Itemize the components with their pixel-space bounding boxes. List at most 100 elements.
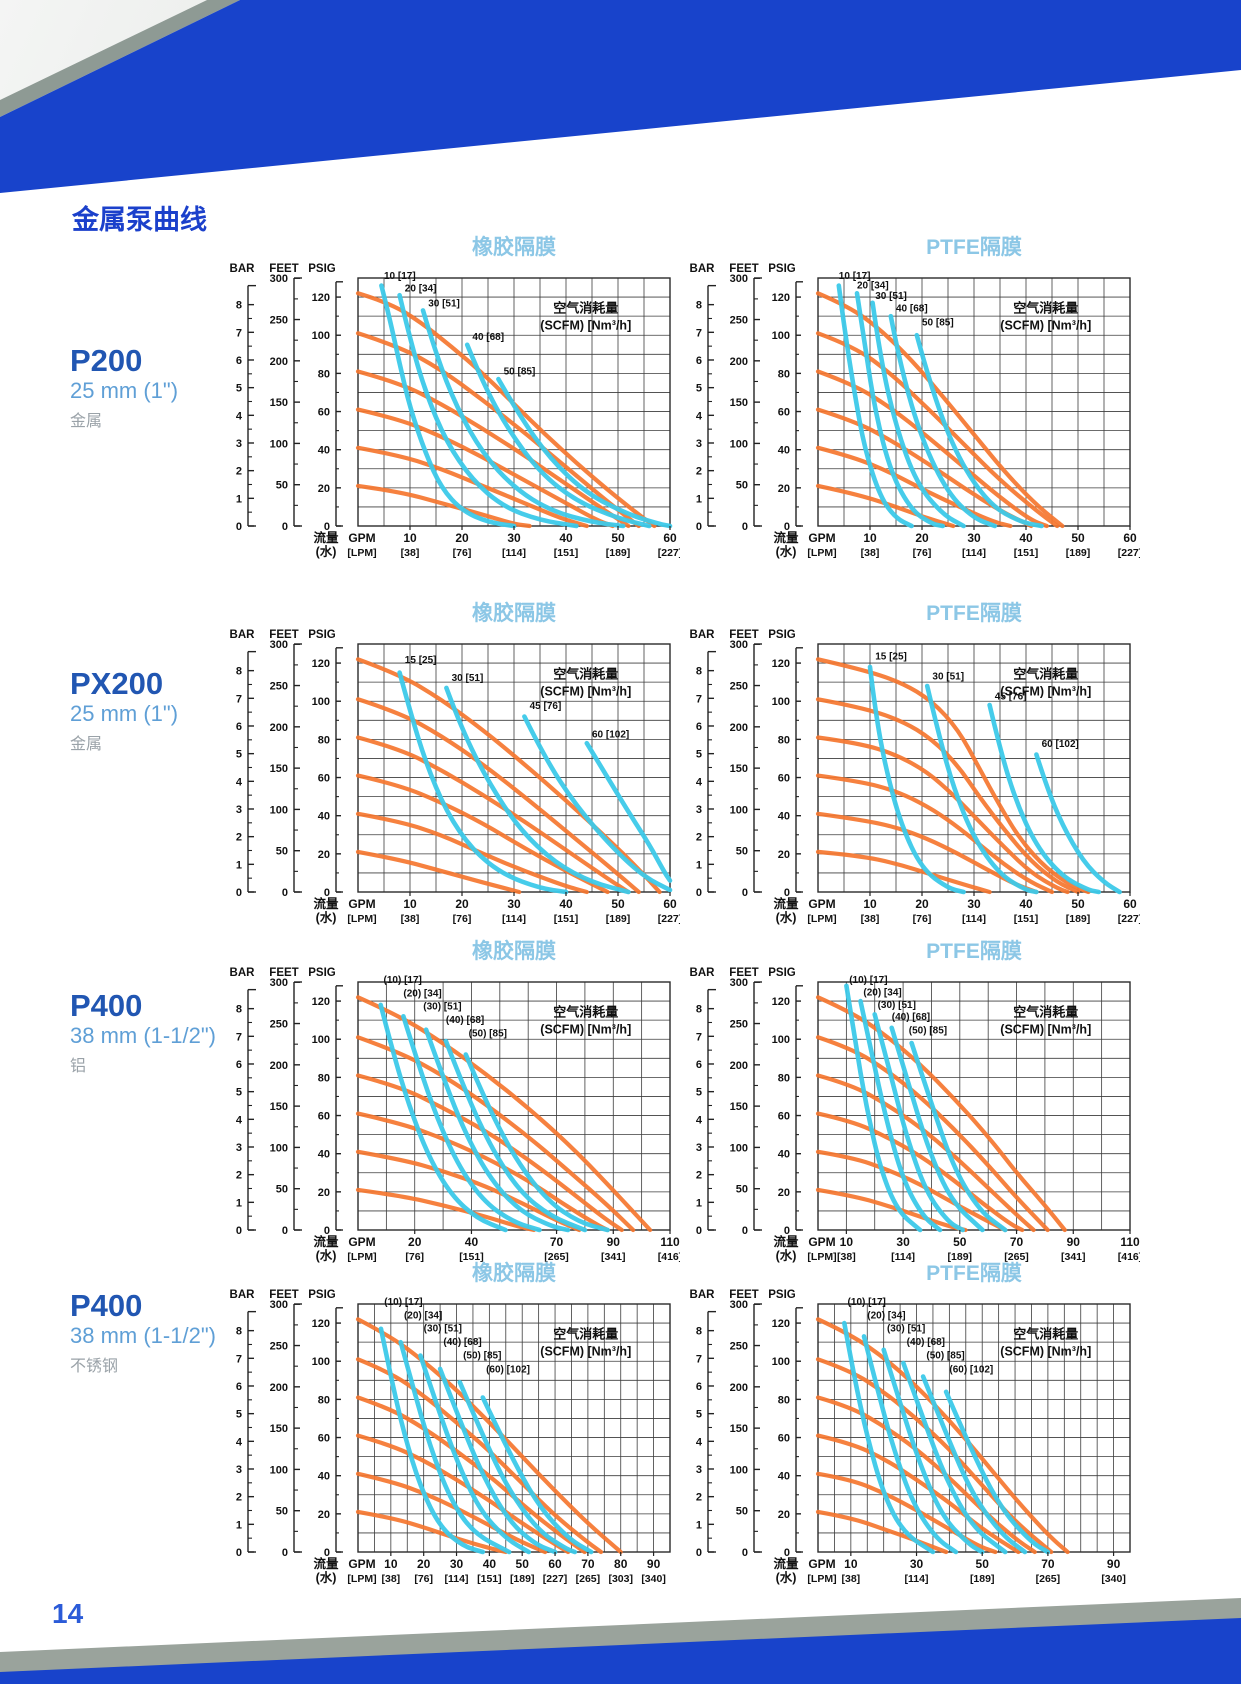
curve-label: (10) [17] xyxy=(384,975,422,986)
curve-label: 30 [51] xyxy=(452,673,484,684)
bar-tick-label: 1 xyxy=(236,1519,242,1531)
x-tick-gpm: 90 xyxy=(647,1557,661,1571)
feet-tick-label: 150 xyxy=(730,1423,748,1435)
pressure-curve xyxy=(355,773,610,895)
bar-tick-label: 7 xyxy=(236,1353,242,1365)
lpm-label: [LPM] xyxy=(347,1251,376,1263)
air-curve xyxy=(464,342,652,529)
x-tick-lpm: [416] xyxy=(1118,1251,1140,1263)
air-curve xyxy=(881,1347,985,1555)
bar-tick-label: 4 xyxy=(696,776,703,788)
feet-axis-title: FEET xyxy=(269,967,298,979)
curve-label: (10) [17] xyxy=(848,1297,886,1308)
chart-svg: BAR FEET PSIG01234567805010015020025030002… xyxy=(690,1289,1131,1585)
feet-tick-label: 100 xyxy=(270,438,288,450)
feet-tick-label: 150 xyxy=(270,397,288,409)
flow-label: 流量 xyxy=(773,896,799,911)
curve-label: (30) [51] xyxy=(878,1000,916,1011)
psig-tick-label: 60 xyxy=(778,773,790,785)
bar-tick-label: 6 xyxy=(236,721,242,733)
psig-tick-label: 120 xyxy=(312,292,330,304)
x-tick-lpm: [341] xyxy=(601,1251,626,1263)
curve-label: (20) [34] xyxy=(404,1310,442,1321)
air-note-line2: (SCFM) [Nm³/h] xyxy=(1000,1023,1091,1037)
bar-tick-label: 0 xyxy=(236,887,242,899)
air-curve xyxy=(480,1395,594,1555)
feet-tick-label: 0 xyxy=(742,887,748,899)
air-curve xyxy=(861,1334,959,1555)
air-curve xyxy=(836,283,914,529)
x-tick-lpm: [151] xyxy=(554,547,579,559)
x-tick-gpm: 10 xyxy=(840,1235,854,1249)
psig-tick-label: 40 xyxy=(318,1471,330,1483)
x-tick-gpm: 40 xyxy=(483,1557,497,1571)
air-note-line2: (SCFM) [Nm³/h] xyxy=(1000,685,1091,699)
gpm-label: GPM xyxy=(348,1557,375,1571)
pump-label-p400-aluminum: P400 38 mm (1-1/2") 铝 xyxy=(70,989,216,1076)
x-tick-lpm: [76] xyxy=(913,913,932,925)
lpm-label: [LPM] xyxy=(807,913,836,925)
psig-tick-label: 80 xyxy=(318,734,330,746)
x-tick-gpm: 20 xyxy=(915,897,929,911)
chart-svg: BAR FEET PSIG01234567805010015020025030002… xyxy=(230,629,683,925)
pump-size: 25 mm (1") xyxy=(70,700,179,726)
flow-sub-label: (水) xyxy=(776,1570,797,1585)
psig-tick-label: 20 xyxy=(778,1187,790,1199)
feet-tick-label: 300 xyxy=(730,1299,748,1311)
chart-svg: BAR FEET PSIG01234567805010015020025030002… xyxy=(690,629,1143,925)
psig-tick-label: 0 xyxy=(324,1225,330,1237)
bar-tick-label: 8 xyxy=(236,1326,242,1338)
curve-label: (60) [102] xyxy=(486,1365,530,1376)
psig-tick-label: 60 xyxy=(778,1111,790,1123)
pump-size: 25 mm (1") xyxy=(70,377,179,403)
bar-tick-label: 7 xyxy=(236,327,242,339)
pump-model: P400 xyxy=(70,1288,143,1323)
feet-tick-label: 100 xyxy=(270,1142,288,1154)
bar-tick-label: 7 xyxy=(696,693,702,705)
chart-p400-al-rubber: 橡胶隔膜 BAR FEET PSIG 0 1 2 3 4 5 6 7 8 0 50 100 150 200 250… xyxy=(222,940,683,1276)
feet-tick-label: 50 xyxy=(276,480,288,492)
chart-plot: BAR FEET PSIG 0 1 2 3 4 5 6 7 8 0 50 100 150 200 250 300 0 2… xyxy=(222,964,683,1276)
feet-tick-label: 300 xyxy=(270,639,288,651)
air-curve xyxy=(378,1326,486,1555)
bar-tick-label: 2 xyxy=(696,466,702,478)
feet-tick-label: 0 xyxy=(282,887,288,899)
bar-axis-title: BAR xyxy=(690,1289,716,1301)
bar-tick-label: 1 xyxy=(696,1519,702,1531)
flow-label: 流量 xyxy=(773,530,799,545)
bar-tick-label: 8 xyxy=(696,666,702,678)
air-curve xyxy=(858,998,943,1233)
bar-tick-label: 3 xyxy=(696,1464,702,1476)
psig-tick-label: 80 xyxy=(318,1394,330,1406)
air-note-line1: 空气消耗量 xyxy=(553,666,618,681)
psig-tick-label: 80 xyxy=(318,1072,330,1084)
air-curve xyxy=(870,300,966,529)
bar-tick-label: 6 xyxy=(236,1381,242,1393)
feet-tick-label: 0 xyxy=(282,521,288,533)
curve-label: (40) [68] xyxy=(446,1015,484,1026)
air-consumption-curves xyxy=(378,1326,594,1555)
feet-tick-label: 100 xyxy=(270,1464,288,1476)
x-tick-gpm: 30 xyxy=(910,1557,924,1571)
psig-tick-label: 120 xyxy=(772,292,790,304)
x-tick-gpm: 40 xyxy=(559,897,573,911)
x-tick-gpm: 60 xyxy=(1123,897,1137,911)
x-tick-gpm: 50 xyxy=(611,531,625,545)
flow-label: 流量 xyxy=(773,1234,799,1249)
bar-tick-label: 0 xyxy=(696,887,702,899)
feet-tick-label: 50 xyxy=(276,1184,288,1196)
feet-tick-label: 150 xyxy=(730,1101,748,1113)
gpm-label: GPM xyxy=(808,1235,835,1249)
x-tick-lpm: [76] xyxy=(453,547,472,559)
psig-tick-label: 20 xyxy=(778,849,790,861)
pressure-curve xyxy=(815,291,1065,529)
air-curve xyxy=(378,1002,508,1233)
x-tick-gpm: 60 xyxy=(548,1557,562,1571)
psig-tick-label: 40 xyxy=(778,1471,790,1483)
bar-tick-label: 6 xyxy=(696,355,702,367)
pressure-curve xyxy=(355,407,615,529)
bar-tick-label: 4 xyxy=(236,1436,243,1448)
feet-tick-label: 250 xyxy=(730,1019,748,1031)
x-tick-lpm: [189] xyxy=(1066,547,1091,559)
pump-material: 铝 xyxy=(70,1057,87,1075)
